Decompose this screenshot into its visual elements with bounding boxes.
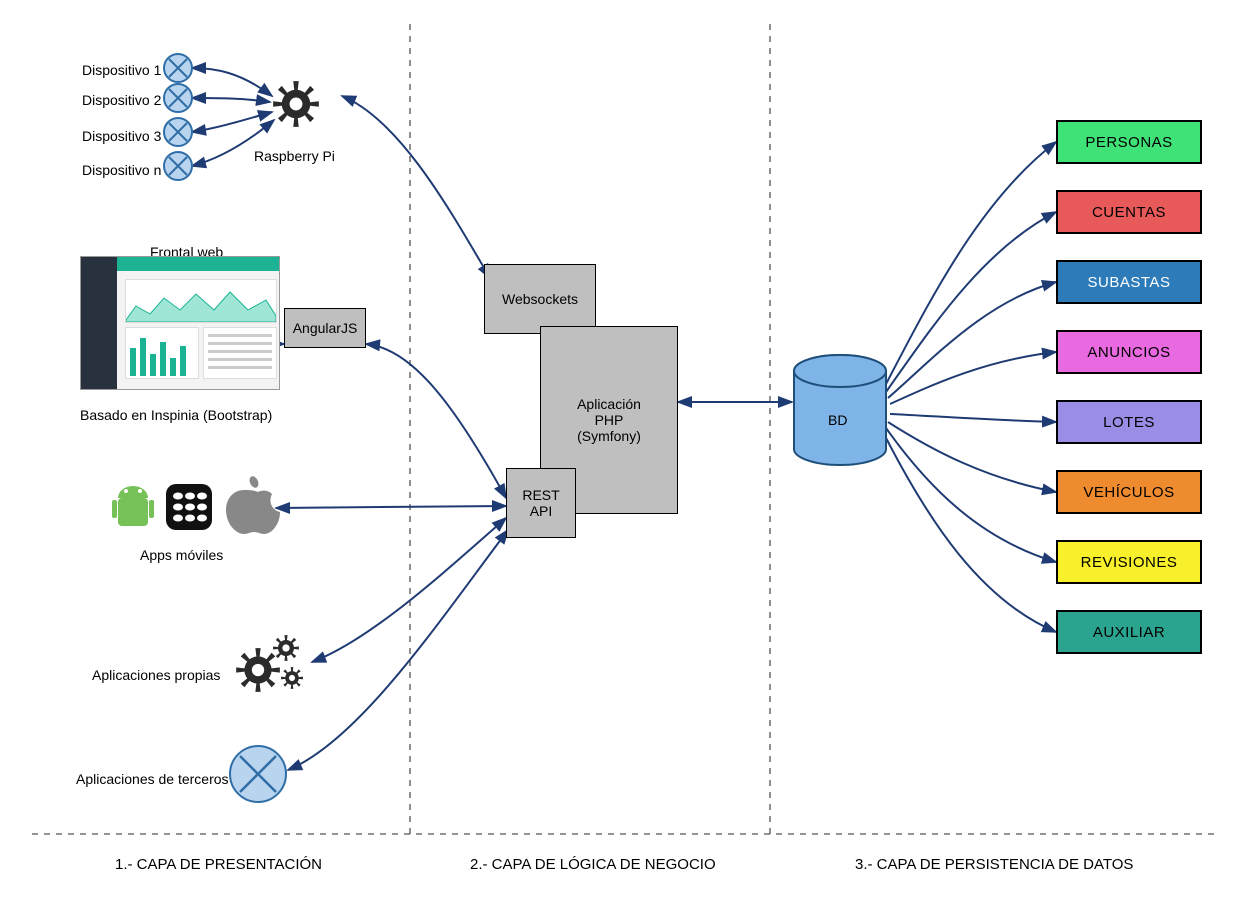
rest-api-box: REST API	[506, 468, 576, 538]
db-table-label: AUXILIAR	[1093, 624, 1165, 641]
mobile-apps-label: Apps móviles	[140, 547, 223, 563]
angularjs-box: AngularJS	[284, 308, 366, 348]
raspberry-label: Raspberry Pi	[254, 148, 335, 164]
websockets-box: Websockets	[484, 264, 596, 334]
edge-13	[886, 142, 1056, 384]
edge-4	[342, 96, 490, 278]
dashboard-mockup	[80, 256, 280, 390]
edge-17	[890, 414, 1056, 422]
db-table-label: SUBASTAS	[1088, 274, 1171, 291]
db-table-auxiliar: AUXILIAR	[1056, 610, 1202, 654]
edge-2	[192, 112, 272, 132]
gears-icon	[236, 635, 303, 692]
device-circles	[164, 54, 192, 180]
edge-6	[366, 344, 506, 498]
php-app-label: Aplicación PHP (Symfony)	[577, 396, 641, 444]
gear-icon	[273, 81, 319, 127]
third-party-icon	[230, 746, 286, 802]
db-table-lotes: LOTES	[1056, 400, 1202, 444]
device-label-1: Dispositivo 2	[82, 92, 161, 108]
db-table-label: VEHÍCULOS	[1083, 484, 1174, 501]
edge-20	[884, 434, 1056, 632]
database-icon	[794, 355, 886, 465]
mobile-platforms-icon	[112, 475, 280, 534]
caption-layer-3: 3.- CAPA DE PERSISTENCIA DE DATOS	[855, 856, 1133, 873]
db-table-cuentas: CUENTAS	[1056, 190, 1202, 234]
rest-api-label: REST API	[522, 487, 559, 519]
angularjs-label: AngularJS	[293, 320, 358, 336]
database-label: BD	[828, 412, 847, 428]
device-label-2: Dispositivo 3	[82, 128, 161, 144]
own-apps-label: Aplicaciones propias	[92, 667, 220, 683]
db-table-anuncios: ANUNCIOS	[1056, 330, 1202, 374]
db-table-personas: PERSONAS	[1056, 120, 1202, 164]
db-table-revisiones: REVISIONES	[1056, 540, 1202, 584]
device-label-3: Dispositivo n	[82, 162, 161, 178]
third-party-label: Aplicaciones de terceros	[76, 771, 229, 787]
db-table-subastas: SUBASTAS	[1056, 260, 1202, 304]
edge-8	[312, 518, 506, 662]
edge-14	[886, 212, 1056, 392]
edge-18	[888, 422, 1056, 492]
edge-16	[890, 352, 1056, 404]
db-table-label: LOTES	[1103, 414, 1155, 431]
edge-15	[888, 282, 1056, 398]
caption-layer-1: 1.- CAPA DE PRESENTACIÓN	[115, 856, 322, 873]
db-table-label: CUENTAS	[1092, 204, 1166, 221]
edge-19	[886, 428, 1056, 562]
db-table-label: ANUNCIOS	[1087, 344, 1170, 361]
edge-7	[276, 506, 506, 508]
edge-9	[288, 530, 508, 770]
device-label-0: Dispositivo 1	[82, 62, 161, 78]
db-table-label: REVISIONES	[1081, 554, 1178, 571]
edge-0	[192, 68, 272, 96]
caption-layer-2: 2.- CAPA DE LÓGICA DE NEGOCIO	[470, 856, 716, 873]
db-table-vehículos: VEHÍCULOS	[1056, 470, 1202, 514]
websockets-label: Websockets	[502, 291, 578, 307]
edge-1	[192, 98, 270, 102]
db-table-label: PERSONAS	[1085, 134, 1172, 151]
frontal-caption: Basado en Inspinia (Bootstrap)	[80, 407, 272, 423]
